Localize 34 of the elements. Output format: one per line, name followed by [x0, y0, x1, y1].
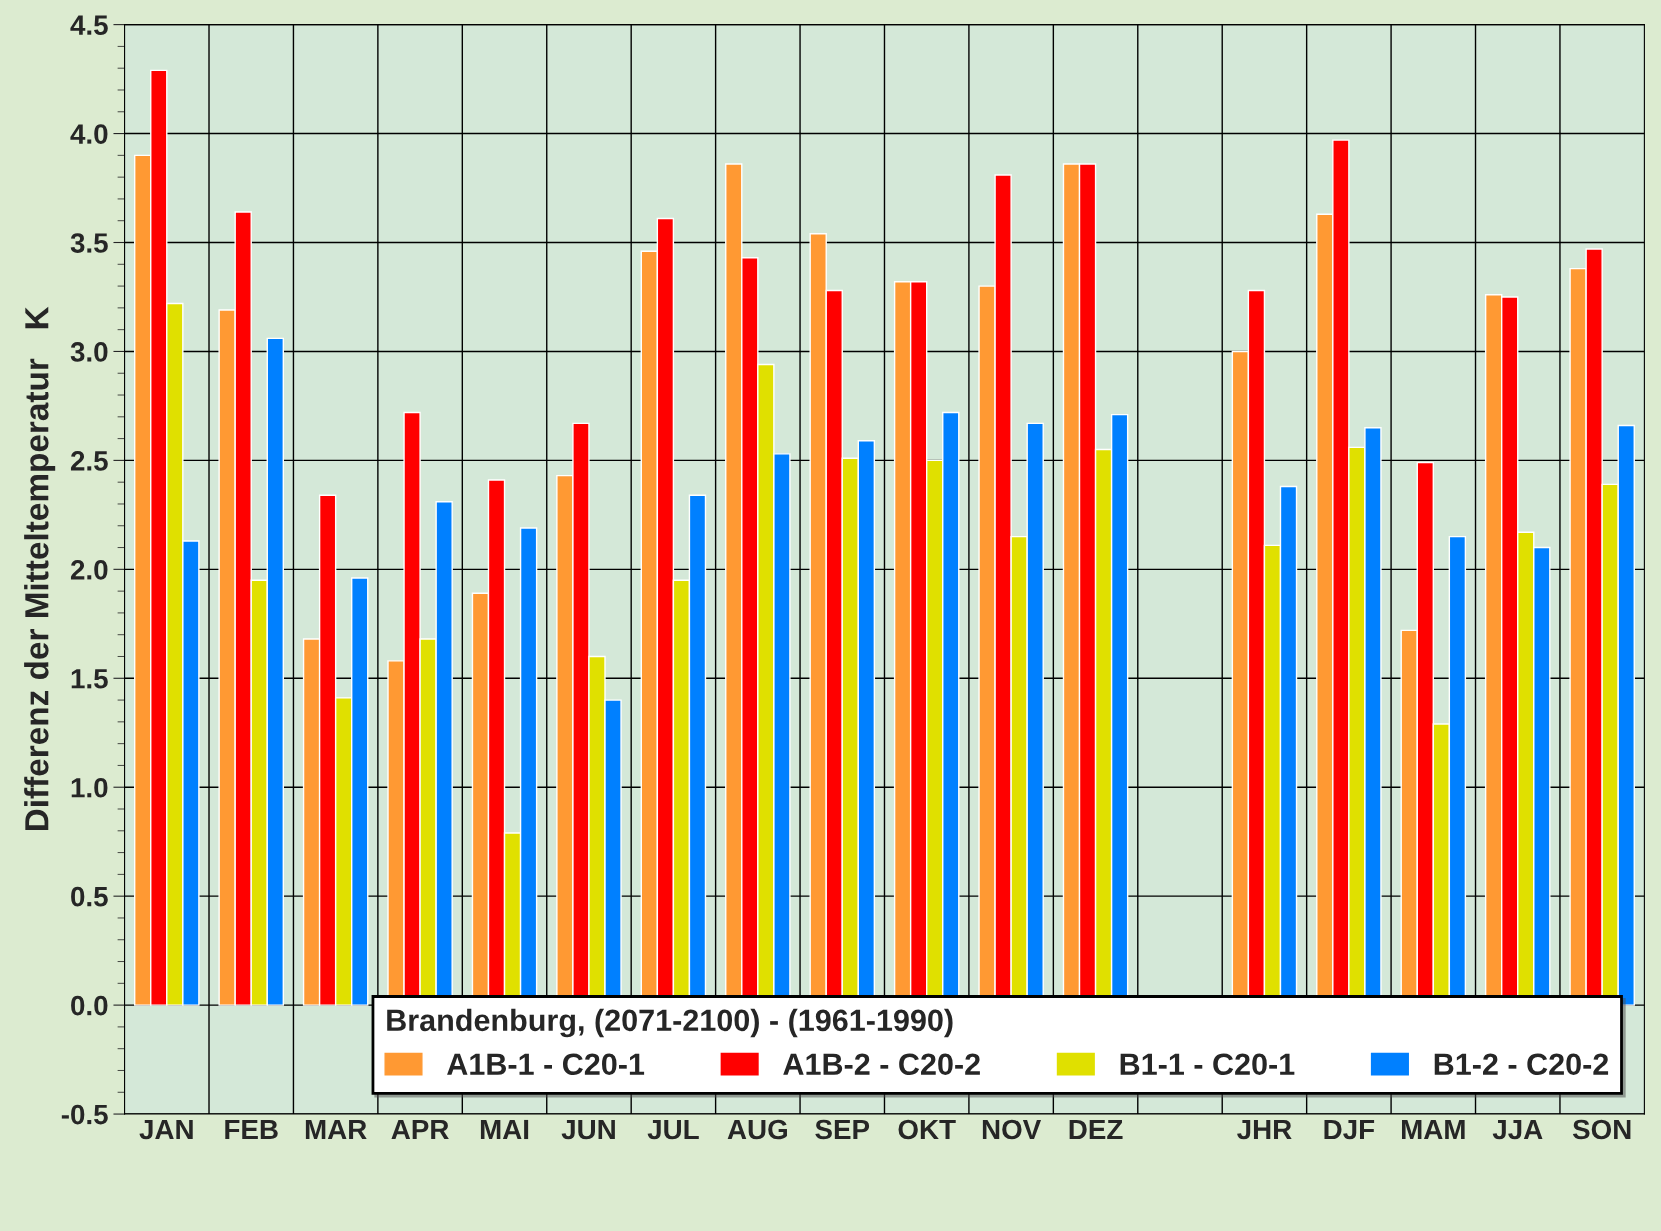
x-tick-label: NOV [982, 1119, 1042, 1140]
x-tick-label: DJF [1324, 1119, 1375, 1140]
x-tick-label: JHR [1237, 1119, 1292, 1140]
x-tick-label: MAI [480, 1119, 529, 1140]
y-axis-title: Differenz der Mitteltemperatur K [24, 306, 56, 831]
x-tick-label: FEB [225, 1119, 278, 1140]
legend-label: B1-2 - C20-2 [1434, 1053, 1609, 1076]
x-tick-label: MAR [305, 1119, 367, 1140]
legend-label: A1B-1 - C20-1 [447, 1053, 645, 1076]
x-tick-label: AUG [727, 1119, 787, 1140]
x-tick-label: SEP [815, 1119, 870, 1140]
y-tick-label: 4.5 [70, 15, 108, 35]
x-tick-label: JJA [1492, 1119, 1543, 1140]
x-tick-label: APR [391, 1119, 449, 1140]
x-tick-label: DEZ [1069, 1119, 1123, 1140]
legend-label: A1B-2 - C20-2 [783, 1053, 980, 1076]
legend-label: B1-1 - C20-1 [1120, 1053, 1295, 1076]
y-tick-label: 1.0 [71, 777, 108, 798]
x-tick-label: MAM [1401, 1119, 1465, 1140]
x-tick-label: OKT [898, 1119, 956, 1140]
y-tick-label: -0.5 [61, 1104, 108, 1125]
x-tick-label: JUN [561, 1119, 615, 1140]
legend-title: Brandenburg, (2071-2100) - (1961-1990) [387, 1008, 953, 1038]
x-tick-label: JAN [139, 1119, 193, 1140]
y-tick-label: 2.5 [70, 451, 108, 471]
y-tick-label: 4.0 [70, 124, 108, 144]
y-tick-label: 3.0 [70, 342, 108, 362]
y-tick-label: 3.5 [70, 233, 108, 253]
y-tick-label: 2.0 [70, 560, 108, 580]
x-tick-label: SON [1572, 1119, 1631, 1140]
y-tick-label: 0.5 [71, 886, 108, 907]
y-tick-label: 0.0 [71, 995, 108, 1016]
y-tick-label: 1.5 [71, 669, 108, 689]
x-tick-label: JUL [647, 1119, 699, 1140]
